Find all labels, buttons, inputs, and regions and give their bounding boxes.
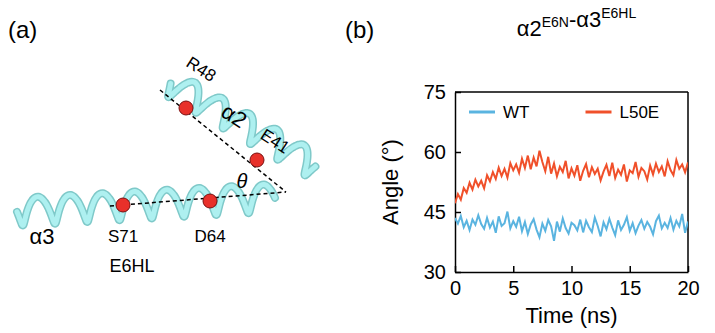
tick-label: 10 [561, 277, 583, 299]
series-line [455, 212, 688, 241]
tick-mark [630, 266, 632, 272]
panel-b: (b) α2E6N-α3E6HL 0 5 10 15 20 30 45 60 75 Time (ns)… [345, 5, 700, 328]
tick-label: 5 [508, 277, 519, 299]
plot-area [455, 151, 688, 241]
tick-label: 75 [424, 81, 446, 103]
tick: 60 [424, 141, 461, 163]
residue-atom [179, 101, 193, 115]
tick-mark [455, 212, 461, 214]
residue-label: E41 [257, 125, 293, 157]
residue-atom [250, 153, 264, 167]
tick-label: 0 [450, 277, 461, 299]
tick-mark [455, 92, 461, 94]
frame [687, 92, 689, 272]
x-axis: 0 5 10 15 20 [450, 266, 700, 299]
tick-mark [571, 266, 573, 272]
tick-label: 20 [677, 277, 699, 299]
tick-label: 45 [424, 201, 446, 223]
helix-shadow [168, 82, 315, 176]
panel-label: (a) [8, 16, 37, 43]
helix-label: α2 [217, 98, 252, 133]
legend-swatch [469, 111, 495, 114]
tick: 15 [619, 266, 641, 299]
residue-atom [116, 198, 130, 212]
panel-a: (a) R48 E41 D64 S71 α2 α3 θ E6HL [8, 16, 315, 276]
legend: WT L50E [469, 103, 659, 122]
helix-label: α3 [30, 224, 55, 249]
axis-line [455, 93, 457, 273]
legend-swatch [586, 111, 612, 114]
tick: 20 [677, 266, 699, 299]
legend-label: WT [503, 103, 529, 122]
residue-label: R48 [183, 53, 220, 86]
legend-label: L50E [620, 103, 660, 122]
residue-label: S71 [108, 227, 138, 246]
tick-mark [513, 266, 515, 272]
domain-label: E6HL [109, 256, 154, 276]
tick-mark [455, 152, 461, 154]
tick: 10 [561, 266, 583, 299]
figure: (a) R48 E41 D64 S71 α2 α3 θ E6HL (b) α2E6N-α3E6HL 0… [0, 0, 715, 333]
tick-label: 60 [424, 141, 446, 163]
x-axis-title: Time (ns) [525, 303, 617, 328]
tick-label: 15 [619, 277, 641, 299]
residue-label: D64 [194, 227, 225, 246]
chart-title: α2E6N-α3E6HL [517, 5, 637, 41]
helix-ribbon [168, 82, 315, 176]
dashed-axis [110, 192, 286, 206]
residue-atom [203, 194, 217, 208]
tick: 30 [424, 261, 461, 283]
angle-label: θ [237, 170, 248, 192]
tick-mark [455, 272, 461, 274]
tick-label: 30 [424, 261, 446, 283]
series-line [455, 151, 688, 203]
y-axis-title: Angle (°) [378, 139, 403, 225]
y-axis: 30 45 60 75 [424, 81, 461, 283]
tick: 75 [424, 81, 461, 103]
panel-label: (b) [345, 16, 374, 43]
tick-mark [688, 266, 690, 272]
frame [455, 91, 688, 93]
tick: 5 [508, 266, 519, 299]
